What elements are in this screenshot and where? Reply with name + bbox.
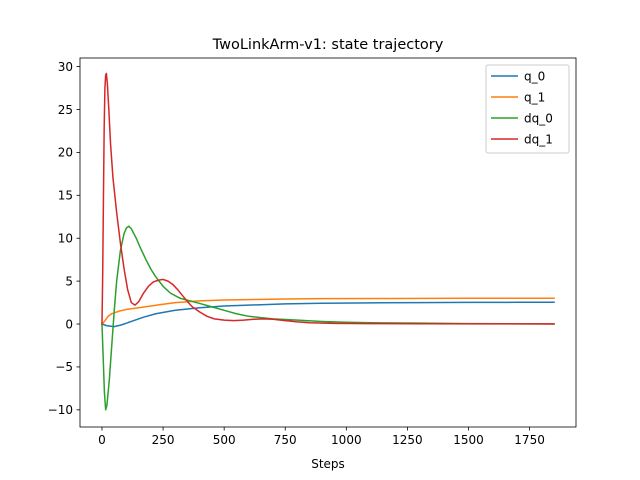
y-tick-label: −5 [55,360,73,374]
series-group [100,72,555,411]
axes: 0 250 500 750 1000 1250 1500 1750 −10 −5 0 5 10 15 20 2… [48,57,577,447]
legend-label-q-1: q_1 [524,90,545,104]
x-tick-label: 1500 [453,433,484,447]
series-line-dq-0 [101,225,555,411]
series-line-q-1 [100,297,555,326]
y-tick-label: 0 [65,317,73,331]
legend-box [485,64,570,154]
legend-label-dq-0: dq_0 [524,111,553,125]
chart-title: TwoLinkArm-v1: state trajectory [212,37,444,53]
y-tick-label: 10 [58,232,73,246]
axes-frame [79,57,577,428]
x-tick-label: 750 [274,433,297,447]
x-tick-label: 0 [98,433,106,447]
x-tick-label: 1000 [331,433,362,447]
y-tick-label: 30 [58,60,73,74]
y-tick-label: 15 [58,189,73,203]
x-tick-label: 1250 [392,433,423,447]
x-tick-label: 250 [152,433,175,447]
plot-area [100,72,555,411]
y-tick-label: 20 [58,146,73,160]
legend-label-dq-1: dq_1 [524,132,553,146]
x-tick-label: 1750 [514,433,545,447]
x-tick-label: 500 [213,433,236,447]
y-tick-label: 5 [65,274,73,288]
y-tick-label: −10 [48,403,73,417]
legend-label-q-0: q_0 [524,69,545,83]
y-tick-label: 25 [58,103,73,117]
legend: q_0 q_1 dq_0 dq_1 [485,64,570,154]
series-line-dq-1 [101,72,555,325]
x-axis-label: Steps [311,457,345,471]
